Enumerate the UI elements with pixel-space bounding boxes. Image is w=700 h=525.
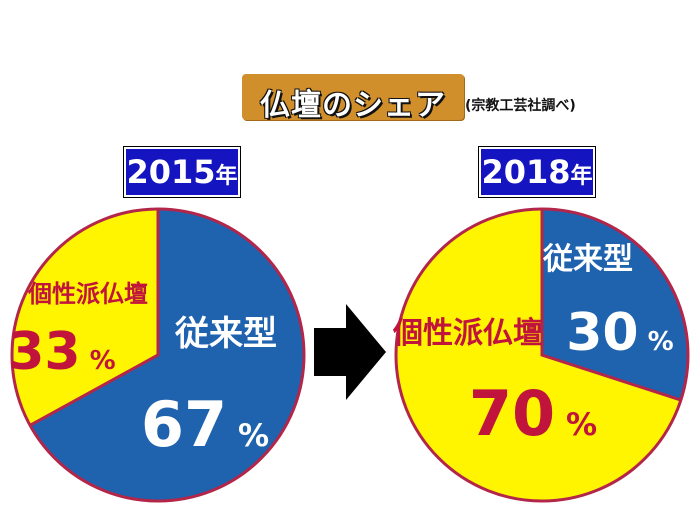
value-conventional-2018: 30 % <box>566 303 673 363</box>
label-individual-2018: 個性派仏壇 <box>392 316 543 351</box>
value-individual-2015: 33 % <box>8 322 115 382</box>
pie-2015: 従来型 67 % 個性派仏壇 33 % <box>8 207 306 503</box>
label-conventional-2018: 従来型 <box>542 242 633 277</box>
title-banner: 仏壇のシェア <box>242 74 464 123</box>
year-unit-2015: 年 <box>215 164 238 189</box>
slice-divider-2015 <box>29 209 160 427</box>
value-conventional-2015: 67 % <box>141 388 269 461</box>
slice-individual-2018 <box>396 209 681 501</box>
slice-individual-2015 <box>12 209 158 426</box>
label-individual-2015: 個性派仏壇 <box>27 280 148 308</box>
value-individual-2018: 70 % <box>469 377 597 450</box>
slice-divider-2018 <box>540 209 682 402</box>
right-arrow-icon <box>314 304 386 400</box>
year-badge-2015: 2015年 <box>124 147 240 197</box>
slice-conventional-2015 <box>30 209 305 502</box>
slice-conventional-2018 <box>542 209 689 401</box>
year-label-2018: 2018 <box>481 153 571 191</box>
chart-title: 仏壇のシェア <box>260 88 446 123</box>
pie-outline-2015 <box>10 207 306 503</box>
pie-outline-2018 <box>394 207 690 503</box>
pie-2018: 従来型 30 % 個性派仏壇 70 % <box>392 207 690 503</box>
label-conventional-2015: 従来型 <box>174 314 277 354</box>
source-note: (宗教工芸社調べ) <box>465 98 576 114</box>
year-label-2015: 2015 <box>126 153 216 191</box>
year-badge-2018: 2018年 <box>479 147 595 197</box>
year-unit-2018: 年 <box>570 164 593 189</box>
